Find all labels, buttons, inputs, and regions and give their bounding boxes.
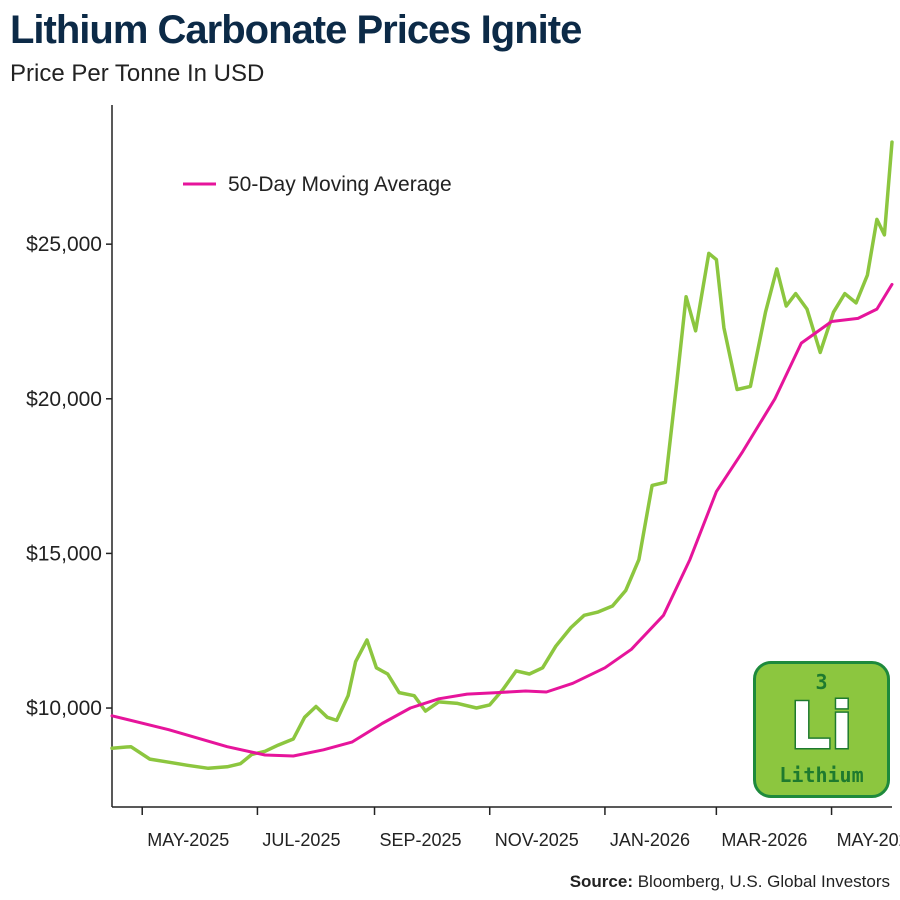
source-note: Source: Bloomberg, U.S. Global Investors	[570, 872, 890, 892]
x-tick-label: MAR-2026	[721, 830, 807, 850]
x-tick-label: MAY-2026	[837, 830, 900, 850]
y-tick-label: $25,000	[26, 233, 102, 256]
x-tick-label: NOV-2025	[495, 830, 579, 850]
source-label: Source:	[569, 872, 633, 891]
series-layer	[110, 140, 894, 771]
y-tick-label: $20,000	[26, 388, 102, 411]
lithium-element-badge: 3 Li Lithium	[753, 661, 890, 798]
chart-axes: $10,000 $15,000 $20,000 $25,000 MAY-2025 JUL-…	[26, 105, 900, 850]
badge-atomic-number: 3	[815, 670, 828, 694]
legend-label: 50-Day Moving Average	[228, 173, 452, 196]
badge-element-name: Lithium	[779, 763, 864, 787]
y-tick-label: $15,000	[26, 542, 102, 565]
x-tick-label: SEP-2025	[380, 830, 462, 850]
x-tick-label: MAY-2025	[147, 830, 229, 850]
y-tick-label: $10,000	[26, 697, 102, 720]
price-line	[110, 140, 894, 771]
chart-subtitle: Price Per Tonne In USD	[10, 60, 265, 87]
x-tick-label: JUL-2025	[262, 830, 340, 850]
x-tick-label: JAN-2026	[610, 830, 690, 850]
chart-title: Lithium Carbonate Prices Ignite	[10, 8, 582, 52]
badge-symbol: Li	[789, 689, 855, 766]
source-text: Bloomberg, U.S. Global Investors	[632, 872, 890, 891]
chart-legend: 50-Day Moving Average	[183, 173, 452, 196]
moving-average-line	[110, 282, 894, 758]
